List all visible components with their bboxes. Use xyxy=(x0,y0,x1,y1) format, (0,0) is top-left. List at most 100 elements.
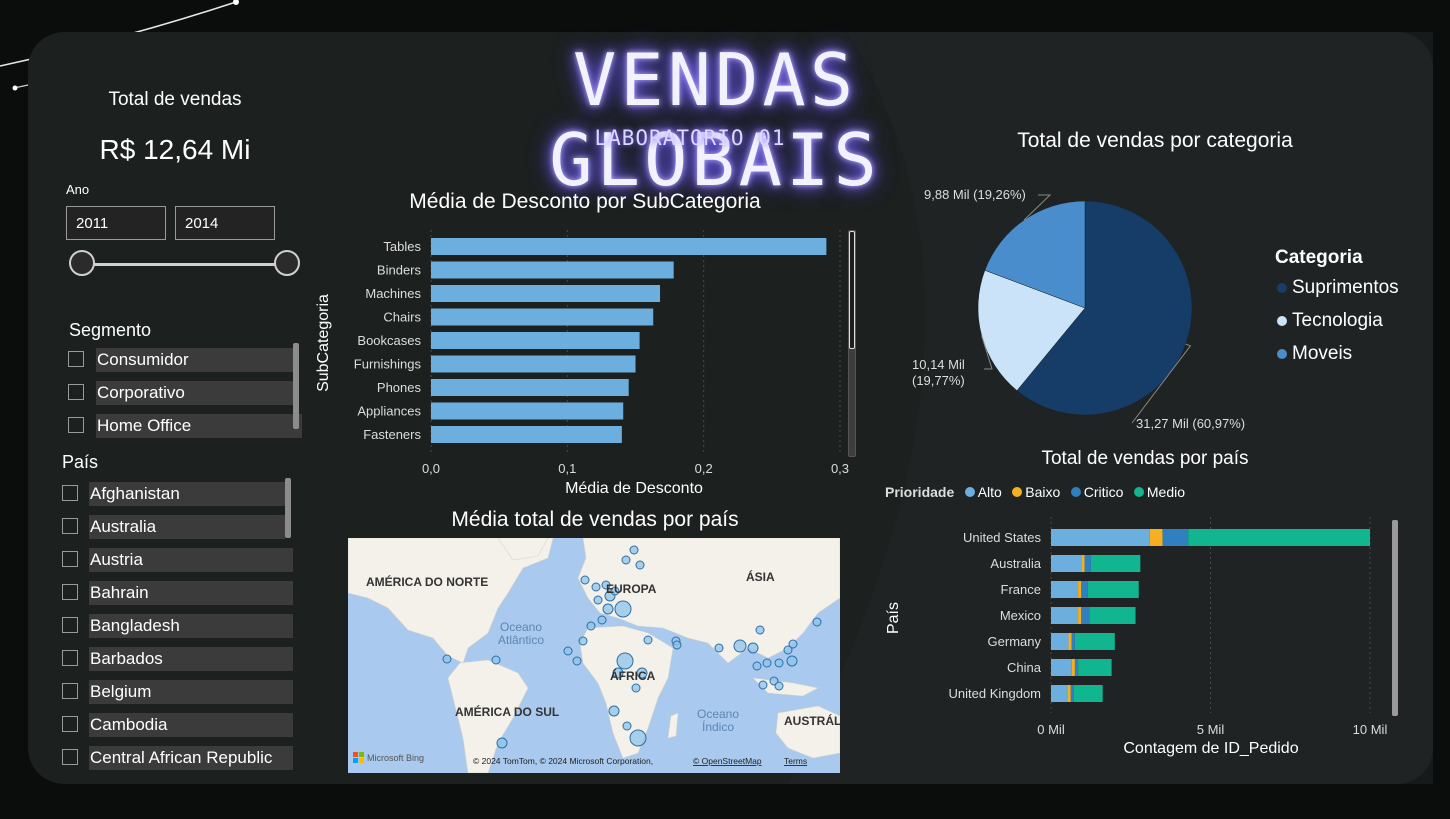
map-bubble[interactable] xyxy=(612,667,624,679)
bar-segment-medio[interactable] xyxy=(1090,555,1141,572)
bar-segment-medio[interactable] xyxy=(1188,529,1370,546)
checkbox[interactable] xyxy=(62,650,78,666)
map-bubble[interactable] xyxy=(635,560,645,570)
bar[interactable] xyxy=(431,308,654,326)
legend-item-critico[interactable]: Critico xyxy=(1070,484,1123,500)
scrollbar-thumb[interactable] xyxy=(1392,520,1398,716)
map-bubble[interactable] xyxy=(629,545,639,555)
map-bubble[interactable] xyxy=(788,639,798,649)
legend-item-suprimentos[interactable]: Suprimentos xyxy=(1277,277,1399,299)
legend-item-alto[interactable]: Alto xyxy=(964,484,1002,500)
bar-segment-baixo[interactable] xyxy=(1078,581,1082,598)
bar-segment-baixo[interactable] xyxy=(1071,659,1075,676)
map-bubble[interactable] xyxy=(563,646,573,656)
discount-chart-scrollbar[interactable] xyxy=(848,230,856,457)
map-bubble[interactable] xyxy=(643,635,653,645)
legend-item-baixo[interactable]: Baixo xyxy=(1012,484,1060,500)
bar-segment-medio[interactable] xyxy=(1073,685,1103,702)
bar-segment-critico[interactable] xyxy=(1081,581,1088,598)
map-bubble[interactable] xyxy=(747,642,759,654)
bar[interactable] xyxy=(431,285,661,302)
bar[interactable] xyxy=(431,402,624,420)
map-bubble[interactable] xyxy=(578,636,588,646)
bar-segment-medio[interactable] xyxy=(1078,659,1112,676)
checkbox[interactable] xyxy=(62,683,78,699)
map-bubble[interactable] xyxy=(762,658,772,668)
map-bubble[interactable] xyxy=(608,705,620,717)
map-bubble[interactable] xyxy=(636,667,648,679)
bar-segment-critico[interactable] xyxy=(1070,685,1074,702)
bar-segment-baixo[interactable] xyxy=(1068,633,1072,650)
checkbox[interactable] xyxy=(68,384,84,400)
bar-segment-alto[interactable] xyxy=(1051,633,1069,650)
checkbox[interactable] xyxy=(62,617,78,633)
map-bubble[interactable] xyxy=(586,621,596,631)
bar-segment-baixo[interactable] xyxy=(1149,529,1163,546)
map-bubble[interactable] xyxy=(621,555,631,565)
map-bubble[interactable] xyxy=(783,645,793,655)
bar[interactable] xyxy=(431,332,640,349)
map-bubble[interactable] xyxy=(622,721,632,731)
map-bubble[interactable] xyxy=(631,683,641,693)
scrollbar-thumb[interactable] xyxy=(849,231,855,349)
bar-segment-alto[interactable] xyxy=(1051,659,1072,676)
map-bubble[interactable] xyxy=(593,595,603,605)
map-bubble[interactable] xyxy=(752,661,762,671)
bar-segment-baixo[interactable] xyxy=(1078,607,1082,624)
bar-segment-alto[interactable] xyxy=(1051,581,1079,598)
pie-slice[interactable] xyxy=(977,269,1086,391)
country-chart-scrollbar[interactable] xyxy=(1392,520,1398,716)
bar-segment-critico[interactable] xyxy=(1074,659,1079,676)
year-start-input[interactable]: 2011 xyxy=(66,206,166,240)
bar-segment-alto[interactable] xyxy=(1051,685,1068,702)
bar-segment-alto[interactable] xyxy=(1051,607,1079,624)
checkbox[interactable] xyxy=(62,485,78,501)
bar[interactable] xyxy=(431,238,827,255)
bar-segment-medio[interactable] xyxy=(1087,581,1139,598)
checkbox[interactable] xyxy=(62,716,78,732)
map-bubble[interactable] xyxy=(714,643,724,653)
scrollbar-thumb[interactable] xyxy=(293,343,299,429)
map-bubble[interactable] xyxy=(786,655,798,667)
year-end-input[interactable]: 2014 xyxy=(175,206,275,240)
map-bubble[interactable] xyxy=(812,617,822,627)
bar-segment-baixo[interactable] xyxy=(1081,555,1085,572)
bar[interactable] xyxy=(431,261,674,279)
map-bubble[interactable] xyxy=(442,654,452,664)
map-bubble[interactable] xyxy=(597,615,607,625)
checkbox[interactable] xyxy=(62,749,78,765)
map-bubble[interactable] xyxy=(572,656,582,666)
bar-segment-alto[interactable] xyxy=(1051,555,1082,572)
bar-segment-medio[interactable] xyxy=(1089,607,1136,624)
checkbox[interactable] xyxy=(68,417,84,433)
osm-link[interactable]: © OpenStreetMap xyxy=(693,756,762,766)
terms-link[interactable]: Terms xyxy=(784,756,807,766)
bar[interactable] xyxy=(431,355,636,373)
map-bubble[interactable] xyxy=(591,582,601,592)
legend-item-medio[interactable]: Medio xyxy=(1133,484,1185,500)
bar-segment-alto[interactable] xyxy=(1051,529,1150,546)
bar-segment-medio[interactable] xyxy=(1074,633,1115,650)
pie-slice[interactable] xyxy=(1016,200,1193,416)
map-bubble[interactable] xyxy=(629,729,647,747)
bar-segment-baixo[interactable] xyxy=(1067,685,1071,702)
map-bubble[interactable] xyxy=(774,658,784,668)
map-bubble[interactable] xyxy=(491,655,501,665)
checkbox[interactable] xyxy=(68,351,84,367)
map-bubble[interactable] xyxy=(755,625,765,635)
bar-segment-critico[interactable] xyxy=(1071,633,1075,650)
year-slider-start-handle[interactable] xyxy=(69,250,95,276)
map-bubble[interactable] xyxy=(610,586,620,596)
map-bubble[interactable] xyxy=(580,575,590,585)
map-bubble[interactable] xyxy=(602,603,614,615)
bar[interactable] xyxy=(431,426,622,443)
map-bubble[interactable] xyxy=(496,737,508,749)
map-bubble[interactable] xyxy=(774,681,784,691)
map-bubble[interactable] xyxy=(733,639,747,653)
legend-item-moveis[interactable]: Moveis xyxy=(1277,343,1352,365)
bar-segment-critico[interactable] xyxy=(1084,555,1091,572)
bar-segment-critico[interactable] xyxy=(1162,529,1189,546)
map-bubble[interactable] xyxy=(672,640,682,650)
map-bubble[interactable] xyxy=(758,680,768,690)
segment-scrollbar[interactable] xyxy=(293,343,299,429)
